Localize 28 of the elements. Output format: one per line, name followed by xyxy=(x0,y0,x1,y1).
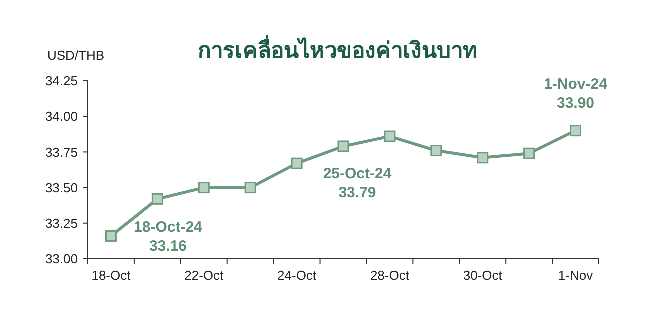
y-tick-label: 33.25 xyxy=(45,216,78,231)
y-tick-label: 33.00 xyxy=(45,252,78,267)
point xyxy=(570,125,582,137)
annotation: 25-Oct-24 33.79 xyxy=(323,166,392,202)
y-axis-title: USD/THB xyxy=(47,48,105,63)
point xyxy=(430,145,442,157)
y-tick-label: 34.25 xyxy=(45,74,78,89)
y-tick-label: 34.00 xyxy=(45,109,78,124)
y-tick-label: 33.75 xyxy=(45,144,78,160)
annotation: 1-Nov-24 33.90 xyxy=(544,76,608,112)
point xyxy=(152,193,164,205)
point xyxy=(477,152,489,164)
x-tick-label: 24-Oct xyxy=(278,268,317,283)
point xyxy=(524,148,536,160)
point xyxy=(338,140,350,152)
point xyxy=(244,182,256,194)
point xyxy=(105,230,117,242)
x-tick-label: 1-Nov xyxy=(558,268,594,283)
x-tick-label: 30-Oct xyxy=(463,268,503,283)
x-tick-label: 18-Oct xyxy=(92,268,132,283)
point xyxy=(291,158,303,170)
x-tick-label: 22-Oct xyxy=(184,268,224,283)
chart-title: การเคลื่อนไหวของค่าเงินบาท xyxy=(198,34,478,63)
x-tick-label: 28-Oct xyxy=(370,268,410,283)
annotation: 18-Oct-24 33.16 xyxy=(134,219,204,256)
point xyxy=(198,182,210,194)
point xyxy=(384,130,396,142)
y-tick-label: 33.50 xyxy=(45,180,78,196)
